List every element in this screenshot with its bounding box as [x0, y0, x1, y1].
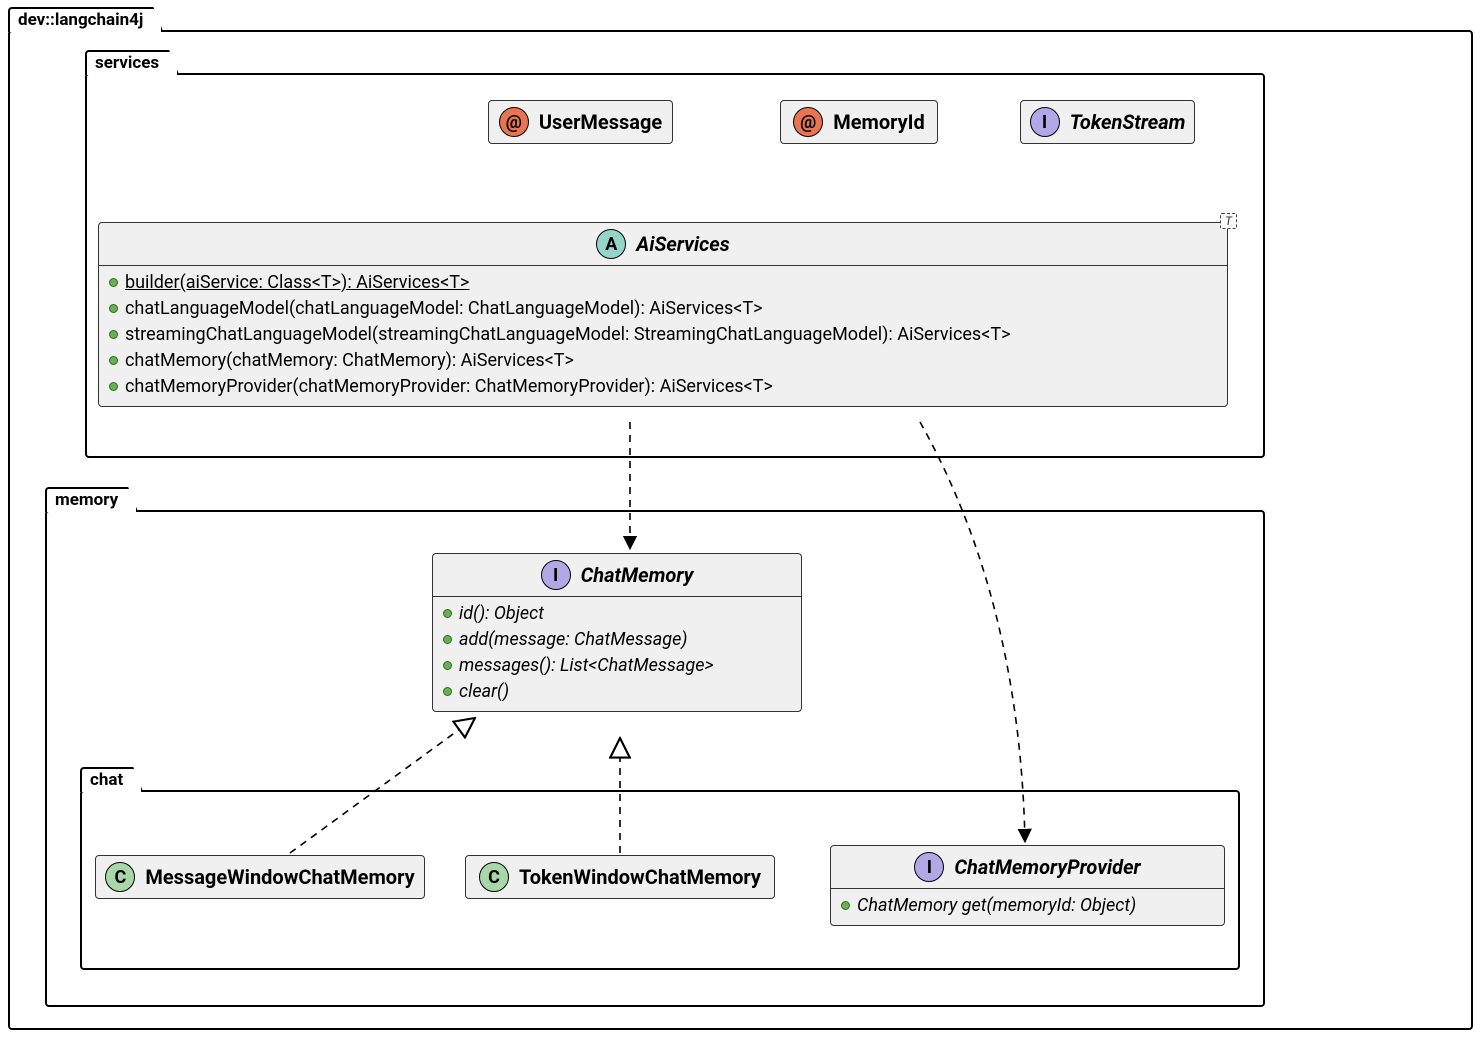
member-text: messages(): List<ChatMessage> — [459, 653, 714, 679]
package-services-label: services — [95, 53, 159, 73]
class-badge-icon: C — [479, 862, 509, 892]
entity-tokwindow-name: TokenWindowChatMemory — [519, 865, 761, 889]
entity-messagewindowchatmemory: C MessageWindowChatMemory — [95, 855, 425, 899]
member-text: id(): Object — [459, 601, 544, 627]
member-row: chatLanguageModel(chatLanguageModel: Cha… — [109, 296, 1217, 322]
annotation-badge-icon: @ — [793, 107, 823, 137]
member-row: builder(aiService: Class<T>): AiServices… — [109, 270, 1217, 296]
package-memory-label: memory — [55, 490, 118, 510]
entity-chatmemoryprovider: I ChatMemoryProvider ChatMemory get(memo… — [830, 845, 1225, 926]
entity-chatmemory-members: id(): Object add(message: ChatMessage) m… — [433, 597, 801, 711]
annotation-badge-icon: @ — [499, 107, 529, 137]
member-row: add(message: ChatMessage) — [443, 627, 791, 653]
package-services-tab: services — [85, 50, 179, 75]
interface-badge-icon: I — [1030, 107, 1060, 137]
class-badge-icon: C — [105, 862, 135, 892]
entity-memoryid-name: MemoryId — [833, 110, 925, 134]
interface-badge-icon: I — [541, 560, 571, 590]
type-parameter-tag: T — [1220, 213, 1237, 229]
package-chat-label: chat — [90, 770, 123, 790]
entity-aiservices-members: builder(aiService: Class<T>): AiServices… — [99, 266, 1227, 406]
entity-usermessage: @ UserMessage — [488, 100, 673, 144]
uml-canvas: dev::langchain4j services memory chat @ … — [0, 0, 1481, 1037]
entity-tokenstream: I TokenStream — [1020, 100, 1195, 144]
package-memory-tab: memory — [45, 487, 138, 512]
member-row: chatMemory(chatMemory: ChatMemory): AiSe… — [109, 348, 1217, 374]
entity-chatmemory: I ChatMemory id(): Object add(message: C… — [432, 553, 802, 712]
member-text: streamingChatLanguageModel(streamingChat… — [125, 322, 1011, 348]
entity-chatmemoryprovider-name: ChatMemoryProvider — [954, 855, 1140, 879]
member-row: clear() — [443, 679, 791, 705]
member-text: chatMemoryProvider(chatMemoryProvider: C… — [125, 374, 773, 400]
member-row: id(): Object — [443, 601, 791, 627]
entity-tokenstream-name: TokenStream — [1070, 110, 1186, 134]
visibility-public-icon — [443, 687, 452, 696]
entity-chatmemoryprovider-members: ChatMemory get(memoryId: Object) — [831, 889, 1224, 925]
package-chat-tab: chat — [80, 767, 143, 792]
member-text: ChatMemory get(memoryId: Object) — [857, 893, 1136, 919]
member-row: chatMemoryProvider(chatMemoryProvider: C… — [109, 374, 1217, 400]
member-row: ChatMemory get(memoryId: Object) — [841, 893, 1214, 919]
visibility-public-icon — [109, 356, 118, 365]
member-text: chatMemory(chatMemory: ChatMemory): AiSe… — [125, 348, 574, 374]
member-text: clear() — [459, 679, 509, 705]
member-text: builder(aiService: Class<T>): AiServices… — [125, 270, 469, 296]
member-row: messages(): List<ChatMessage> — [443, 653, 791, 679]
entity-aiservices: T A AiServices builder(aiService: Class<… — [98, 222, 1228, 407]
package-root-tab: dev::langchain4j — [8, 7, 163, 32]
entity-memoryid: @ MemoryId — [780, 100, 938, 144]
visibility-public-icon — [109, 304, 118, 313]
visibility-public-icon — [109, 330, 118, 339]
member-text: chatLanguageModel(chatLanguageModel: Cha… — [125, 296, 763, 322]
member-text: add(message: ChatMessage) — [459, 627, 687, 653]
visibility-public-icon — [841, 901, 850, 910]
abstract-badge-icon: A — [596, 229, 626, 259]
visibility-public-icon — [109, 382, 118, 391]
entity-chatmemory-name: ChatMemory — [581, 563, 694, 587]
entity-tokenwindowchatmemory: C TokenWindowChatMemory — [465, 855, 775, 899]
visibility-public-icon — [443, 609, 452, 618]
entity-msgwindow-name: MessageWindowChatMemory — [145, 865, 414, 889]
entity-usermessage-name: UserMessage — [539, 110, 662, 134]
interface-badge-icon: I — [914, 852, 944, 882]
member-row: streamingChatLanguageModel(streamingChat… — [109, 322, 1217, 348]
package-root-label: dev::langchain4j — [18, 10, 143, 30]
visibility-public-icon — [443, 635, 452, 644]
visibility-public-icon — [443, 661, 452, 670]
visibility-public-icon — [109, 278, 118, 287]
entity-aiservices-name: AiServices — [636, 232, 729, 256]
